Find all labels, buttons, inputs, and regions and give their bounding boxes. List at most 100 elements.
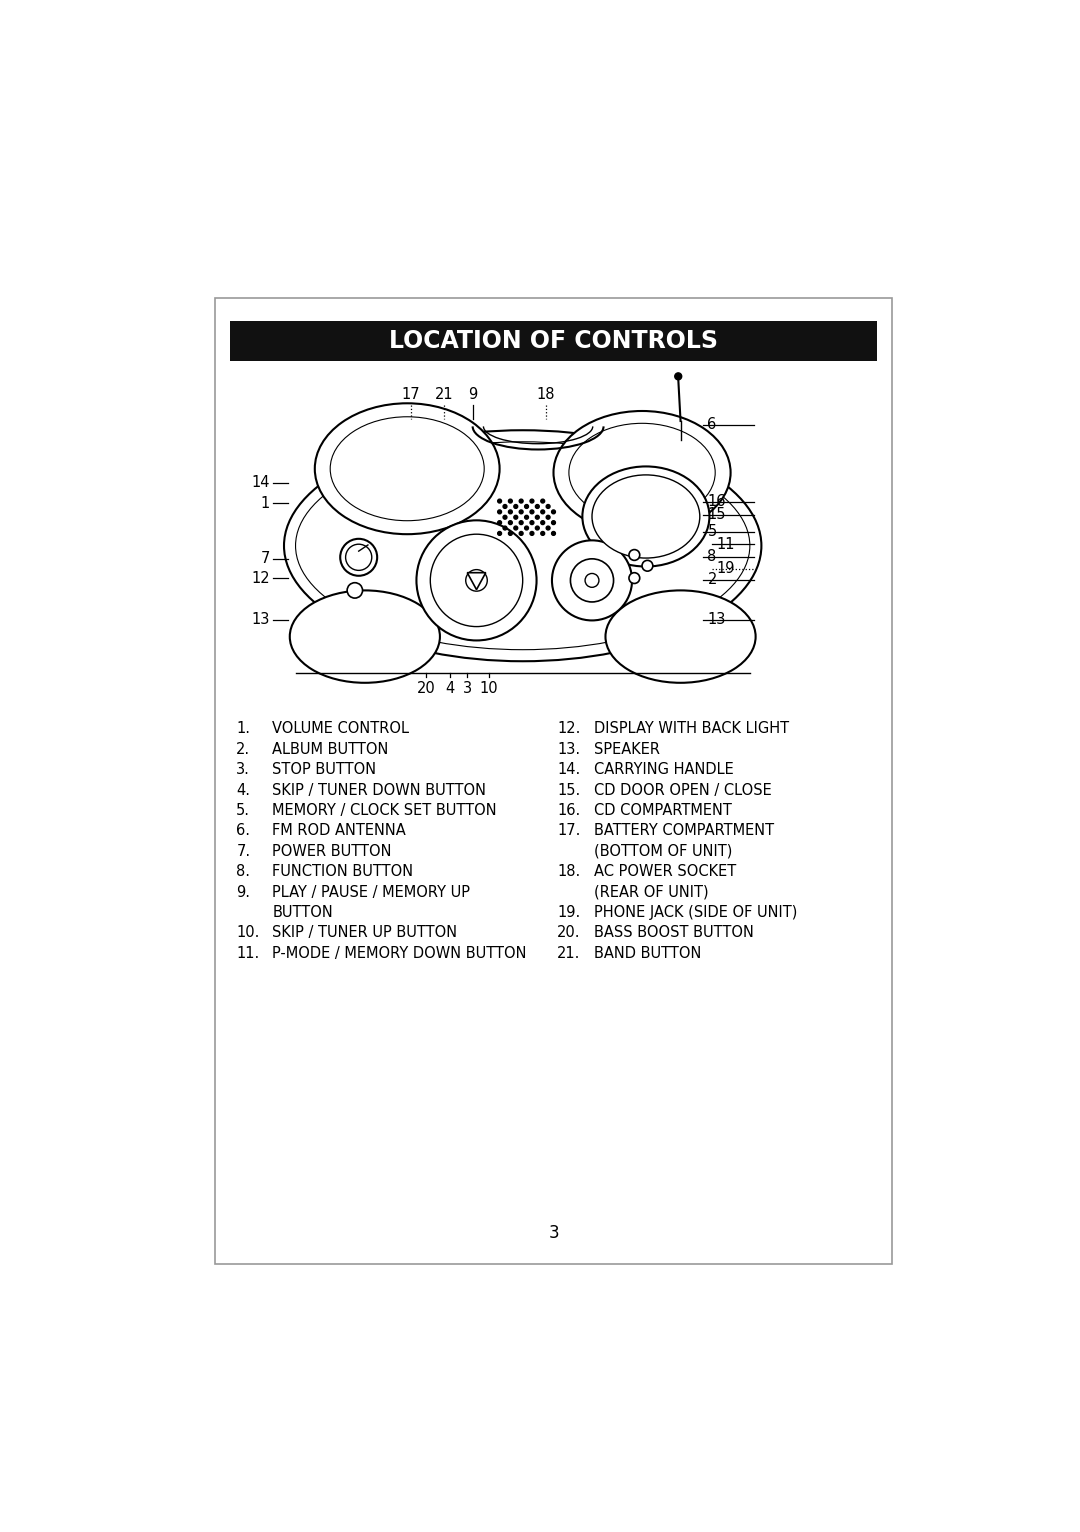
Text: 20.: 20. — [557, 925, 581, 941]
Circle shape — [629, 573, 639, 584]
Circle shape — [541, 510, 544, 513]
Text: 16.: 16. — [557, 803, 581, 818]
Circle shape — [519, 521, 523, 524]
Circle shape — [536, 525, 539, 530]
Circle shape — [530, 499, 534, 502]
Circle shape — [525, 515, 528, 519]
Text: BUTTON: BUTTON — [272, 905, 334, 919]
Text: 4: 4 — [445, 682, 455, 696]
Text: FUNCTION BUTTON: FUNCTION BUTTON — [272, 864, 414, 879]
Text: VOLUME CONTROL: VOLUME CONTROL — [272, 722, 409, 737]
Text: 7.: 7. — [237, 844, 251, 859]
Circle shape — [675, 372, 681, 380]
Circle shape — [498, 532, 501, 535]
Text: 13.: 13. — [557, 741, 580, 757]
Circle shape — [498, 499, 501, 502]
Circle shape — [525, 504, 528, 509]
Text: LOCATION OF CONTROLS: LOCATION OF CONTROLS — [389, 329, 718, 352]
Text: STOP BUTTON: STOP BUTTON — [272, 761, 377, 777]
Text: 10: 10 — [480, 682, 498, 696]
Text: 2.: 2. — [237, 741, 251, 757]
Circle shape — [546, 515, 550, 519]
Text: SPEAKER: SPEAKER — [594, 741, 660, 757]
Circle shape — [430, 535, 523, 627]
Text: 13: 13 — [252, 613, 270, 627]
Circle shape — [514, 504, 517, 509]
Text: 3: 3 — [549, 1224, 558, 1241]
Circle shape — [498, 510, 501, 513]
Text: 13: 13 — [707, 613, 726, 627]
Text: 2: 2 — [707, 571, 717, 587]
Text: P-MODE / MEMORY DOWN BUTTON: P-MODE / MEMORY DOWN BUTTON — [272, 945, 527, 961]
Text: 1: 1 — [261, 496, 270, 510]
Text: 11: 11 — [717, 536, 735, 552]
Polygon shape — [468, 573, 486, 590]
Text: 4.: 4. — [237, 783, 251, 798]
Circle shape — [536, 515, 539, 519]
Text: (REAR OF UNIT): (REAR OF UNIT) — [594, 884, 708, 899]
Circle shape — [552, 532, 555, 535]
Ellipse shape — [554, 411, 730, 535]
Text: 17.: 17. — [557, 823, 581, 838]
Circle shape — [465, 570, 487, 591]
Circle shape — [346, 544, 372, 570]
Text: 8: 8 — [707, 548, 717, 564]
Circle shape — [585, 573, 599, 587]
Circle shape — [509, 521, 512, 524]
Circle shape — [509, 499, 512, 502]
Text: 12.: 12. — [557, 722, 581, 737]
Text: 3.: 3. — [237, 761, 251, 777]
Circle shape — [541, 499, 544, 502]
Text: SKIP / TUNER UP BUTTON: SKIP / TUNER UP BUTTON — [272, 925, 458, 941]
Circle shape — [536, 504, 539, 509]
Text: CD COMPARTMENT: CD COMPARTMENT — [594, 803, 731, 818]
Text: PHONE JACK (SIDE OF UNIT): PHONE JACK (SIDE OF UNIT) — [594, 905, 797, 919]
Ellipse shape — [314, 403, 500, 535]
Ellipse shape — [582, 466, 710, 567]
Bar — [215, 297, 892, 1264]
Circle shape — [519, 499, 523, 502]
Text: 14: 14 — [252, 475, 270, 490]
Text: 21: 21 — [435, 386, 454, 401]
Text: 7: 7 — [260, 552, 270, 567]
Text: ALBUM BUTTON: ALBUM BUTTON — [272, 741, 389, 757]
Ellipse shape — [330, 417, 484, 521]
Circle shape — [546, 525, 550, 530]
Circle shape — [552, 510, 555, 513]
Circle shape — [570, 559, 613, 602]
Circle shape — [498, 521, 501, 524]
Circle shape — [417, 521, 537, 640]
Text: 8.: 8. — [237, 864, 251, 879]
Text: 1.: 1. — [237, 722, 251, 737]
Circle shape — [552, 521, 555, 524]
Circle shape — [525, 525, 528, 530]
Circle shape — [503, 525, 507, 530]
Text: MEMORY / CLOCK SET BUTTON: MEMORY / CLOCK SET BUTTON — [272, 803, 497, 818]
Ellipse shape — [569, 423, 715, 522]
Text: AC POWER SOCKET: AC POWER SOCKET — [594, 864, 735, 879]
Circle shape — [340, 539, 377, 576]
Text: SKIP / TUNER DOWN BUTTON: SKIP / TUNER DOWN BUTTON — [272, 783, 486, 798]
Text: 12: 12 — [252, 570, 270, 585]
Text: POWER BUTTON: POWER BUTTON — [272, 844, 392, 859]
Circle shape — [514, 515, 517, 519]
Text: DISPLAY WITH BACK LIGHT: DISPLAY WITH BACK LIGHT — [594, 722, 788, 737]
Text: 6: 6 — [707, 417, 717, 432]
Circle shape — [514, 525, 517, 530]
Ellipse shape — [606, 590, 756, 683]
Circle shape — [503, 504, 507, 509]
Text: 14.: 14. — [557, 761, 581, 777]
Text: 15: 15 — [707, 507, 726, 522]
Circle shape — [530, 532, 534, 535]
Bar — [230, 320, 877, 362]
Circle shape — [546, 504, 550, 509]
Text: CD DOOR OPEN / CLOSE: CD DOOR OPEN / CLOSE — [594, 783, 771, 798]
Text: BATTERY COMPARTMENT: BATTERY COMPARTMENT — [594, 823, 773, 838]
Text: 5: 5 — [707, 524, 717, 539]
Text: 19: 19 — [717, 561, 735, 576]
Circle shape — [519, 510, 523, 513]
Text: PLAY / PAUSE / MEMORY UP: PLAY / PAUSE / MEMORY UP — [272, 884, 471, 899]
Circle shape — [642, 561, 652, 571]
Text: BASS BOOST BUTTON: BASS BOOST BUTTON — [594, 925, 754, 941]
Text: 17: 17 — [402, 386, 420, 401]
